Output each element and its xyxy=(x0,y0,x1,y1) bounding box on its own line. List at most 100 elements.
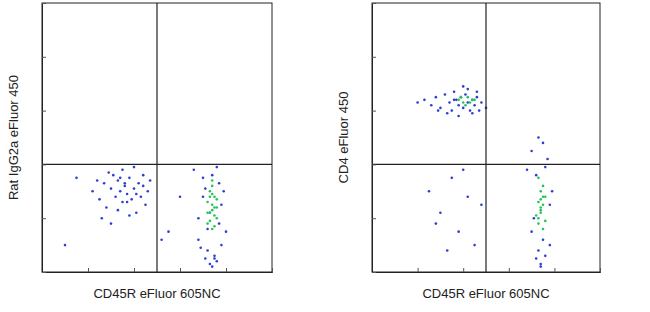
event-dot xyxy=(533,217,536,220)
event-dot xyxy=(544,195,547,198)
event-dot xyxy=(204,187,207,190)
event-dot xyxy=(179,195,182,198)
event-dot xyxy=(213,195,216,198)
event-dot xyxy=(471,112,474,115)
event-dot xyxy=(542,195,545,198)
y-tick xyxy=(372,3,376,4)
y-tick xyxy=(42,111,46,112)
event-dot xyxy=(117,209,120,212)
event-dot xyxy=(211,185,214,188)
y-tick xyxy=(372,272,376,273)
event-dot xyxy=(91,190,94,193)
event-dot xyxy=(206,212,209,215)
series xyxy=(64,166,228,268)
event-dot xyxy=(466,101,469,104)
event-dot xyxy=(216,198,219,201)
x-axis-title: CD45R eFluor 605NC xyxy=(93,286,220,301)
event-dot xyxy=(542,238,545,241)
event-dot xyxy=(542,142,545,145)
event-dot xyxy=(218,182,221,185)
x-tick-mark xyxy=(272,268,273,272)
event-dot xyxy=(206,249,209,252)
x-tick-mark xyxy=(226,268,227,272)
event-dot xyxy=(462,85,465,88)
x-tick-mark xyxy=(180,268,181,272)
event-dot xyxy=(537,201,540,204)
event-dot xyxy=(462,107,465,110)
event-dot xyxy=(121,201,124,204)
y-tick-mark xyxy=(372,111,376,112)
event-dot xyxy=(105,206,108,209)
event-dot xyxy=(124,185,127,188)
event-dot xyxy=(211,193,214,196)
event-dot xyxy=(144,203,147,206)
event-dot xyxy=(530,150,533,153)
event-dot xyxy=(216,166,219,169)
x-tick xyxy=(600,268,601,272)
event-dot xyxy=(211,265,214,268)
event-dot xyxy=(423,99,426,102)
event-dot xyxy=(218,222,221,225)
event-dot xyxy=(110,222,113,225)
event-dot xyxy=(544,255,547,258)
y-tick-mark xyxy=(372,218,376,219)
event-dot xyxy=(121,168,124,171)
gate-line-vertical xyxy=(485,3,486,272)
series xyxy=(416,85,553,268)
event-dot xyxy=(466,195,469,198)
x-tick xyxy=(134,268,135,272)
y-axis-title: CD4 eFluor 450 xyxy=(336,92,351,184)
event-dot xyxy=(96,179,99,182)
event-dot xyxy=(206,222,209,225)
event-dot xyxy=(206,201,209,204)
event-dot xyxy=(209,190,212,193)
event-dot xyxy=(539,190,542,193)
event-dot xyxy=(544,166,547,169)
event-dot xyxy=(110,187,113,190)
event-dot xyxy=(446,112,449,115)
event-dot xyxy=(193,168,196,171)
event-dot xyxy=(462,101,465,104)
y-axis xyxy=(372,4,376,273)
event-dot xyxy=(462,168,465,171)
x-tick-mark xyxy=(463,268,464,272)
event-dot xyxy=(160,238,163,241)
x-tick xyxy=(180,268,181,272)
y-tick-mark xyxy=(42,57,46,58)
y-axis-line xyxy=(43,4,47,273)
event-dot xyxy=(537,136,540,139)
event-dot xyxy=(112,174,115,177)
y-tick-mark xyxy=(372,57,376,58)
event-dot xyxy=(209,212,212,215)
y-tick-mark xyxy=(372,164,376,165)
event-dot xyxy=(202,177,205,180)
event-dot xyxy=(416,101,419,104)
event-dot xyxy=(439,212,442,215)
event-dot xyxy=(539,209,542,212)
plot-frame xyxy=(42,3,272,272)
event-dot xyxy=(439,107,442,110)
event-dot xyxy=(544,220,547,223)
event-dot xyxy=(117,179,120,182)
event-dot xyxy=(197,238,200,241)
event-dot xyxy=(209,263,212,266)
event-dot xyxy=(471,99,474,102)
event-dot xyxy=(202,195,205,198)
event-dot xyxy=(537,222,540,225)
event-dot xyxy=(542,203,545,206)
event-dot xyxy=(209,220,212,223)
y-tick-mark xyxy=(42,164,46,165)
event-dot xyxy=(126,201,129,204)
event-dot xyxy=(530,230,533,233)
event-dot xyxy=(448,101,451,104)
event-dot xyxy=(464,93,467,96)
x-axis-title: CD45R eFluor 605NC xyxy=(422,286,549,301)
event-dot xyxy=(478,109,481,112)
x-tick xyxy=(272,268,273,272)
y-tick-mark xyxy=(372,272,376,273)
event-dot xyxy=(435,222,438,225)
event-dot xyxy=(451,109,454,112)
x-tick xyxy=(226,268,227,272)
x-tick-mark xyxy=(509,268,510,272)
event-dot xyxy=(119,177,122,180)
